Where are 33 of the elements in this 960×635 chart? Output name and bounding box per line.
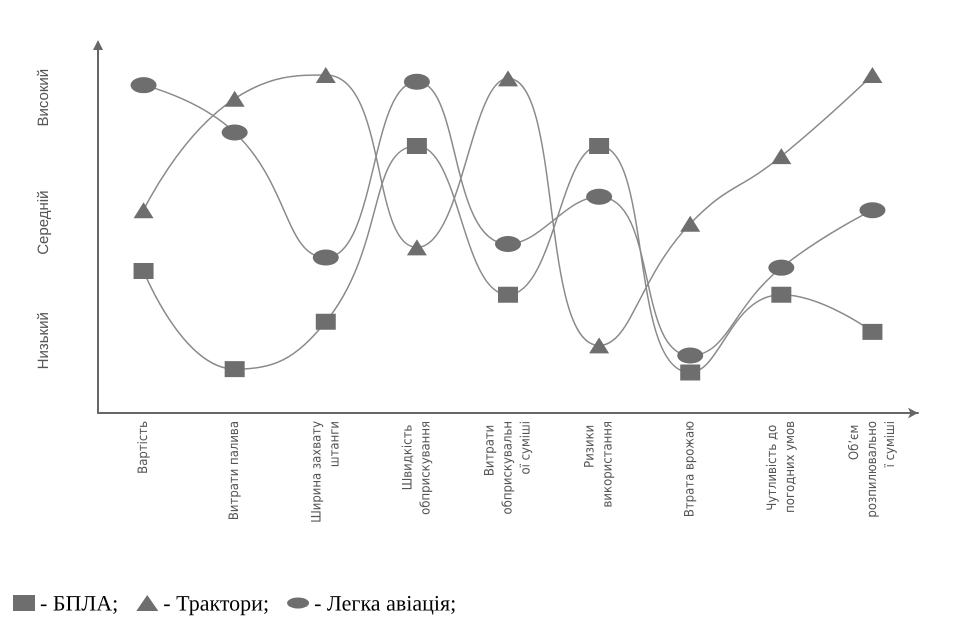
x-tick-label: Ризики використання	[582, 421, 616, 508]
x-tick-label: Витрати палива	[227, 421, 242, 520]
point	[134, 202, 154, 218]
point	[680, 216, 700, 232]
point	[498, 70, 518, 86]
point	[134, 263, 154, 280]
x-tick-label: Втрата врожаю	[682, 420, 698, 518]
x-tick-label: Об’єм розпилювальної суміші	[846, 421, 898, 518]
legend-label: - Трактори;	[163, 590, 270, 616]
point	[498, 286, 518, 303]
point	[589, 337, 610, 354]
point	[406, 239, 427, 256]
text: Високий	[35, 68, 52, 127]
point	[224, 361, 245, 378]
x-tick-label: Ширина захвату штанги	[309, 420, 342, 523]
point	[406, 138, 427, 154]
legend-label: - БПЛА;	[40, 590, 118, 616]
point	[862, 67, 882, 84]
point	[224, 90, 245, 107]
text: Низький	[35, 312, 52, 370]
point	[316, 314, 336, 330]
point	[862, 324, 882, 340]
x-tick-label: Вартість	[136, 420, 152, 474]
point	[589, 138, 610, 154]
point	[316, 67, 336, 84]
legend-label: - Легка авіація;	[314, 590, 456, 616]
point	[680, 364, 700, 380]
point	[771, 286, 792, 303]
x-tick-label: Швидкість обприскування	[400, 421, 434, 515]
x-tick-label: Витрати обприскувальної суміші	[482, 421, 534, 515]
text: Середній	[35, 190, 52, 255]
x-tick-label: Чутливість до погодних умов	[764, 420, 798, 513]
point	[771, 148, 792, 164]
